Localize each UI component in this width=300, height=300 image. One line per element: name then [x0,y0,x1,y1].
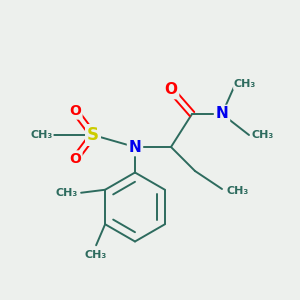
Text: CH₃: CH₃ [226,185,249,196]
Text: O: O [69,104,81,118]
Text: N: N [129,140,141,154]
Text: CH₃: CH₃ [30,130,52,140]
Text: O: O [164,82,178,98]
Text: O: O [69,152,81,166]
Text: CH₃: CH₃ [56,188,78,198]
Text: CH₃: CH₃ [234,79,256,89]
Text: N: N [216,106,228,122]
Text: S: S [87,126,99,144]
Text: CH₃: CH₃ [252,130,274,140]
Text: CH₃: CH₃ [85,250,107,260]
